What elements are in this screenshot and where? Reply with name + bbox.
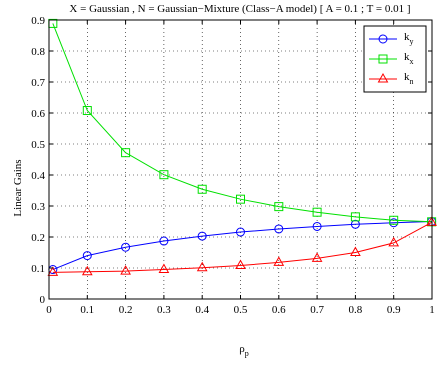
data-point-k-x: [236, 194, 245, 204]
data-point-k-n: [47, 266, 59, 276]
x-axis-label-base: ρ: [239, 343, 245, 355]
data-point-k-x: [389, 215, 399, 225]
y-tick-label: 0.5: [31, 139, 45, 151]
legend-label-subscript: n: [410, 77, 414, 86]
data-point-k-n: [196, 261, 208, 272]
y-tick-label: 0.1: [31, 263, 45, 275]
y-tick-label: 0.7: [31, 77, 45, 89]
legend-item-k-x: kx: [369, 51, 414, 66]
x-tick-label: 0: [46, 304, 52, 316]
y-tick-label: 0.2: [31, 232, 45, 244]
data-point-k-x: [197, 184, 207, 194]
data-point-k-y: [312, 221, 322, 231]
data-point-k-y: [350, 219, 360, 229]
data-point-k-n: [81, 265, 93, 276]
legend-swatch-marker: [378, 54, 388, 64]
x-tick-label: 0.1: [80, 304, 94, 316]
legend-label-base: k: [404, 51, 410, 63]
data-point-k-x: [82, 106, 92, 116]
data-point-k-n: [235, 259, 246, 270]
chart-title: X = Gaussian , N = Gaussian−Mixture (Cla…: [69, 3, 410, 15]
legend-swatch-marker: [378, 34, 388, 44]
data-point-k-n: [273, 256, 285, 266]
y-tick-label: 0.9: [31, 15, 45, 27]
series-k-y: [48, 217, 437, 275]
data-point-k-n: [120, 265, 131, 275]
x-tick-label: 0.8: [349, 304, 363, 316]
legend-label-subscript: x: [410, 57, 414, 66]
axis-ticks: 0 0.1 0.2 0.3 0.4 0.5 0.6 0.7 0.8 0.9 1 0 0.1 0.2 0.3 0…: [31, 15, 435, 316]
y-tick-label: 0.3: [31, 201, 45, 213]
y-tick-label: 0.6: [31, 108, 45, 120]
legend-label: kx: [404, 51, 414, 66]
data-point-k-x: [312, 207, 322, 217]
data-point-k-n: [158, 263, 170, 274]
data-point-k-y: [274, 224, 284, 234]
x-tick-label: 0.4: [195, 304, 209, 316]
series-line-k-y: [52, 221, 432, 271]
data-point-k-n: [311, 252, 323, 262]
data-point-k-x: [350, 212, 360, 222]
data-point-k-n: [350, 246, 361, 256]
legend-item-k-n: kn: [369, 71, 414, 86]
data-point-k-n: [388, 236, 400, 247]
x-tick-label: 0.6: [272, 304, 286, 316]
legend-swatch-marker: [377, 72, 389, 83]
y-tick-label: 0.8: [31, 46, 45, 58]
data-point-k-y: [159, 236, 169, 246]
legend-label: kn: [404, 71, 414, 86]
data-point-k-y: [197, 231, 207, 241]
x-axis-label: ρp: [239, 343, 249, 358]
series-line-k-x: [52, 23, 432, 223]
data-point-k-y: [121, 242, 131, 252]
y-tick-label: 0.4: [31, 170, 45, 182]
x-tick-label: 0.2: [119, 304, 133, 316]
y-tick-label: 0: [40, 294, 46, 306]
x-tick-label: 1: [429, 304, 435, 316]
legend-label-base: k: [404, 71, 410, 83]
data-point-k-y: [236, 227, 245, 237]
data-point-k-y: [82, 251, 92, 261]
x-tick-label: 0.3: [157, 304, 171, 316]
data-point-k-x: [274, 202, 284, 212]
data-point-k-x: [159, 170, 169, 180]
y-axis-label: Linear Gains: [12, 159, 24, 216]
x-tick-label: 0.5: [234, 304, 248, 316]
data-point-k-x: [121, 148, 131, 158]
series-k-n: [47, 216, 437, 276]
x-tick-label: 0.9: [387, 304, 401, 316]
legend-item-k-y: ky: [369, 31, 414, 46]
series-line-k-n: [52, 221, 432, 273]
legend-label-base: k: [404, 31, 410, 43]
legend-label: ky: [404, 31, 414, 46]
legend-label-subscript: y: [410, 37, 414, 46]
x-axis-label-subscript: p: [245, 349, 249, 358]
x-tick-label: 0.7: [310, 304, 324, 316]
